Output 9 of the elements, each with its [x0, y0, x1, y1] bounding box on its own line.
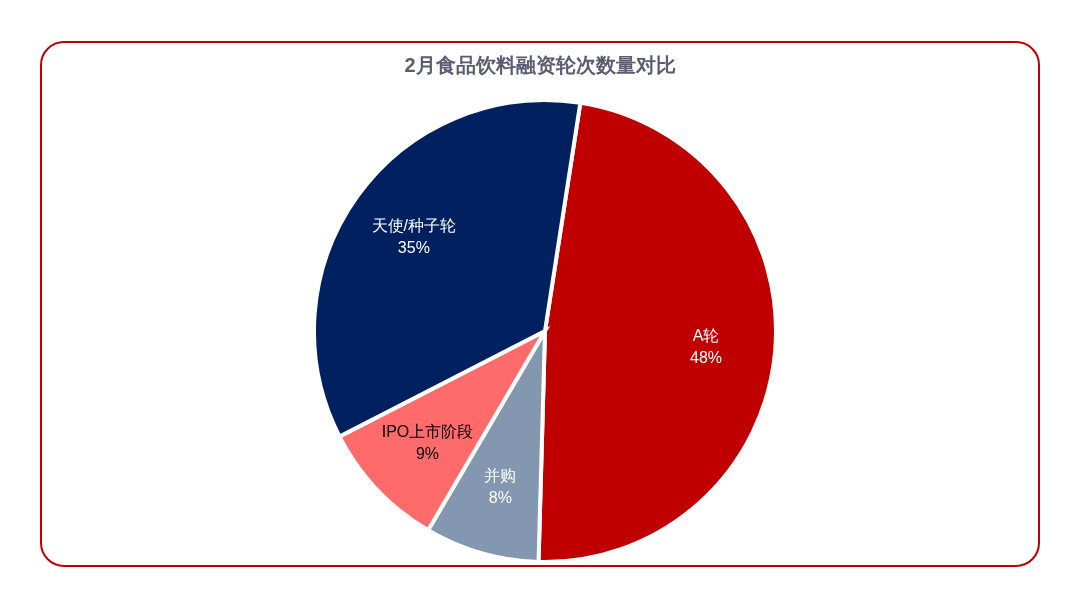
slice-label: IPO上市阶段: [381, 422, 474, 440]
data-label: 48%: [690, 348, 723, 366]
slice-label: 天使/种子轮: [371, 216, 457, 234]
data-label: 8%: [488, 488, 512, 506]
slice-label: A轮: [692, 326, 720, 344]
chart-title: 2月食品饮料融资轮次数量对比: [403, 53, 677, 78]
slice-label: 并购: [484, 466, 517, 484]
data-label: 35%: [397, 238, 430, 256]
data-label: 9%: [415, 444, 440, 462]
